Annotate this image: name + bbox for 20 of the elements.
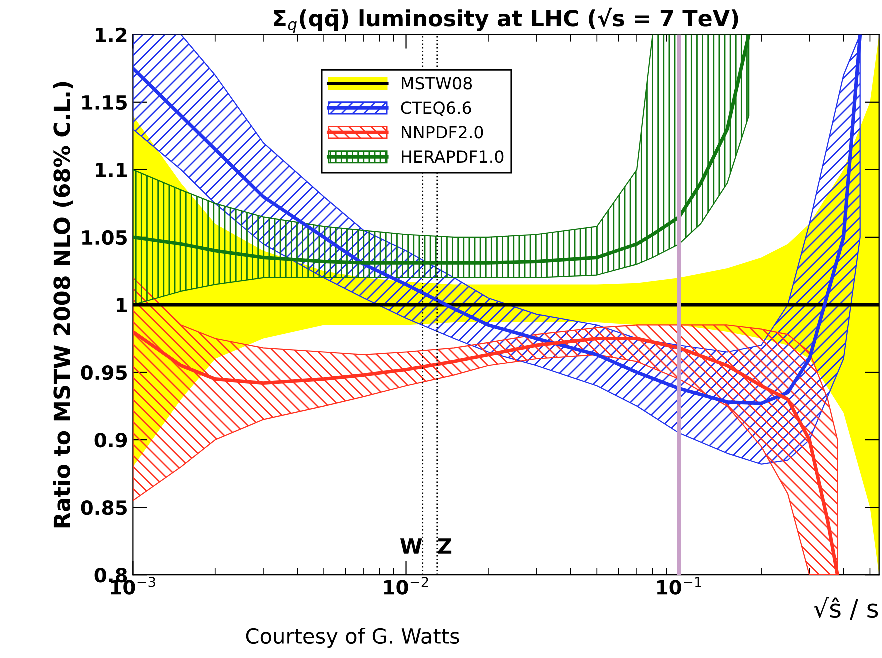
- legend-label: HERAPDF1.0: [402, 150, 504, 164]
- ref-line-label: W: [400, 538, 422, 554]
- y-tick-label: 1.2: [96, 28, 127, 42]
- text: Courtesy of G. Watts: [246, 628, 460, 648]
- y-tick-label: 1.1: [96, 163, 127, 178]
- chart-title: Σ$_{q}$(qq̄) luminosity at LHC (√s = 7 TeV): [274, 8, 738, 34]
- y-tick-label: 1: [116, 298, 127, 312]
- y-tick-label: 0.85: [81, 500, 127, 516]
- x-axis-title: √ŝ / s: [814, 597, 878, 620]
- y-tick-label: 1.05: [82, 230, 127, 246]
- x-tick-label: 10$^{−2}$: [384, 577, 428, 595]
- y-tick-label: 0.9: [94, 432, 128, 448]
- legend-label: MSTW08: [402, 77, 472, 90]
- legend-label: NNPDF2.0: [402, 126, 484, 139]
- y-tick-label: 0.95: [81, 365, 127, 380]
- y-axis-title: Ratio to MSTW 2008 NLO (68% C.L.): [53, 82, 74, 528]
- ref-line-label: Z: [438, 538, 452, 554]
- legend-label: CTEQ6.6: [401, 102, 472, 116]
- x-tick-label: 10$^{−1}$: [658, 577, 702, 595]
- y-tick-label: 1.15: [82, 96, 127, 110]
